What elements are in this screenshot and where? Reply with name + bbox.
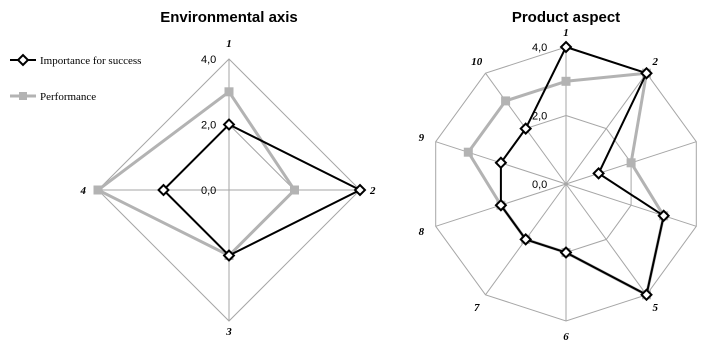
chart2-tick-labels: 0,0 2,0 4,0 bbox=[532, 42, 547, 191]
chart2-grid bbox=[435, 46, 697, 322]
category-label: 2 bbox=[652, 56, 659, 68]
importance-point bbox=[559, 40, 573, 54]
category-label: 2 bbox=[369, 185, 376, 197]
environmental-axis-chart: Environmental axis 0,0 2,0 4,0 1 2 3 4 Import… bbox=[10, 9, 376, 338]
performance-point bbox=[463, 147, 473, 157]
legend-performance-marker bbox=[19, 92, 27, 100]
category-label: 3 bbox=[225, 326, 232, 338]
performance-point bbox=[561, 76, 571, 86]
importance-point bbox=[559, 246, 573, 259]
category-label: 10 bbox=[471, 56, 483, 68]
category-label: 9 bbox=[419, 132, 425, 144]
category-label: 7 bbox=[474, 302, 480, 314]
chart2-title: Product aspect bbox=[512, 9, 620, 26]
importance-point bbox=[353, 183, 367, 197]
category-label: 8 bbox=[419, 226, 425, 238]
chart1-title: Environmental axis bbox=[160, 9, 298, 26]
tick-label: 2,0 bbox=[532, 111, 547, 123]
grid-spoke bbox=[565, 183, 647, 296]
importance-point bbox=[222, 118, 236, 131]
importance-point bbox=[222, 249, 236, 262]
category-label: 1 bbox=[226, 38, 232, 50]
category-label: 6 bbox=[563, 331, 569, 342]
importance-point bbox=[494, 156, 508, 170]
performance-point bbox=[224, 87, 234, 97]
chart1-category-labels: 1 2 3 4 bbox=[80, 38, 377, 338]
grid-spoke bbox=[565, 183, 697, 227]
tick-label: 2,0 bbox=[201, 120, 216, 132]
importance-point bbox=[657, 209, 671, 223]
importance-point bbox=[157, 183, 170, 197]
chart2-category-labels: 12345678910 bbox=[419, 27, 707, 342]
importance-point bbox=[592, 167, 605, 180]
performance-point bbox=[93, 185, 103, 195]
chart1-series bbox=[93, 87, 367, 262]
performance-point bbox=[626, 158, 636, 168]
importance-point bbox=[519, 122, 533, 135]
legend-importance-marker bbox=[16, 53, 30, 67]
performance-series-line bbox=[95, 89, 297, 258]
performance-point bbox=[501, 96, 511, 106]
grid-spoke bbox=[565, 72, 647, 185]
chart2-series bbox=[463, 40, 671, 302]
chart1-legend: Importance for success Performance bbox=[10, 53, 141, 103]
importance-point bbox=[640, 66, 653, 80]
category-label: 4 bbox=[80, 185, 87, 197]
importance-point bbox=[519, 233, 533, 246]
tick-label: 4,0 bbox=[532, 42, 547, 54]
tick-label: 4,0 bbox=[201, 54, 216, 66]
category-label: 1 bbox=[563, 27, 569, 39]
legend-performance-label: Performance bbox=[40, 91, 96, 103]
chart1-grid bbox=[97, 58, 361, 322]
product-aspect-chart: Product aspect 0,02,04,0 12345678910 bbox=[419, 9, 707, 342]
importance-point bbox=[640, 288, 653, 302]
tick-label: 0,0 bbox=[201, 185, 216, 197]
category-label: 5 bbox=[653, 302, 659, 314]
performance-point bbox=[290, 185, 299, 195]
tick-label: 0,0 bbox=[532, 179, 547, 191]
legend-importance-label: Importance for success bbox=[40, 55, 141, 67]
importance-point bbox=[494, 198, 508, 212]
chart1-tick-labels: 0,0 2,0 4,0 bbox=[201, 54, 216, 197]
